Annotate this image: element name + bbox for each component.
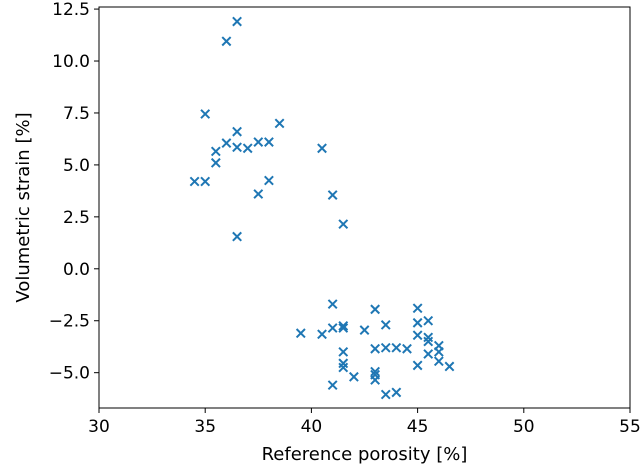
data-point xyxy=(221,36,232,47)
data-point xyxy=(232,231,242,242)
data-point xyxy=(327,299,338,310)
data-point xyxy=(210,157,221,168)
data-point xyxy=(338,323,349,333)
data-point xyxy=(423,332,434,343)
data-point xyxy=(232,16,242,27)
y-tick-label: 0.0 xyxy=(63,260,90,280)
data-point xyxy=(370,304,381,315)
x-tick-label: 35 xyxy=(194,417,216,437)
x-axis-ticks: 30 35 40 45 50 55 xyxy=(88,408,641,437)
data-point xyxy=(189,176,200,187)
data-point xyxy=(423,349,434,359)
y-axis-ticks: −5.0 −2.5 0.0 2.5 5.0 7.5 10.0 12.5 xyxy=(49,0,99,384)
data-point xyxy=(210,146,221,157)
x-tick-label: 55 xyxy=(619,417,641,437)
data-point xyxy=(253,137,264,147)
data-point xyxy=(327,190,338,200)
data-point xyxy=(402,343,412,354)
data-point xyxy=(264,137,274,147)
y-axis-label: Volumetric strain [%] xyxy=(13,112,34,302)
data-point xyxy=(433,356,444,367)
data-point xyxy=(338,219,349,230)
data-point xyxy=(391,387,402,398)
data-point xyxy=(253,189,264,199)
data-point xyxy=(338,346,349,357)
x-tick-label: 50 xyxy=(513,417,535,437)
data-point xyxy=(348,371,359,382)
data-point xyxy=(274,118,285,129)
x-axis-label: Reference porosity [%] xyxy=(262,444,468,465)
data-point xyxy=(242,143,253,154)
data-point xyxy=(370,366,381,377)
data-point xyxy=(200,176,211,187)
data-point xyxy=(327,380,338,391)
data-point xyxy=(380,342,391,353)
data-point xyxy=(221,138,232,148)
y-tick-label: 2.5 xyxy=(63,208,90,228)
data-point xyxy=(380,389,391,400)
data-point xyxy=(264,175,274,186)
x-tick-label: 40 xyxy=(301,417,323,437)
data-point xyxy=(412,317,423,328)
plot-frame xyxy=(98,6,631,409)
y-tick-label: −2.5 xyxy=(49,312,90,332)
data-point xyxy=(200,109,211,119)
data-point xyxy=(327,323,338,333)
data-point xyxy=(317,329,327,340)
x-tick-label: 30 xyxy=(88,417,110,437)
data-point xyxy=(338,362,349,373)
data-point xyxy=(232,142,242,153)
y-tick-label: 7.5 xyxy=(63,104,90,124)
data-point xyxy=(423,315,434,326)
data-point xyxy=(412,303,423,314)
data-point xyxy=(338,321,349,331)
data-point xyxy=(380,319,391,330)
data-point xyxy=(444,361,455,372)
data-points xyxy=(189,16,455,400)
data-point xyxy=(317,143,327,154)
x-tick-label: 45 xyxy=(407,417,429,437)
data-point xyxy=(423,336,434,347)
data-point xyxy=(359,325,370,335)
data-point xyxy=(412,330,423,341)
y-tick-label: 12.5 xyxy=(52,0,90,20)
data-point xyxy=(295,328,306,339)
data-point xyxy=(370,375,381,385)
y-tick-label: 5.0 xyxy=(63,156,90,176)
data-point xyxy=(338,358,349,369)
y-tick-label: −5.0 xyxy=(49,364,90,384)
data-point xyxy=(412,360,423,371)
y-tick-label: 10.0 xyxy=(52,52,90,72)
data-point xyxy=(232,126,242,137)
data-point xyxy=(370,343,381,354)
data-point xyxy=(433,346,444,357)
data-point xyxy=(391,342,402,353)
